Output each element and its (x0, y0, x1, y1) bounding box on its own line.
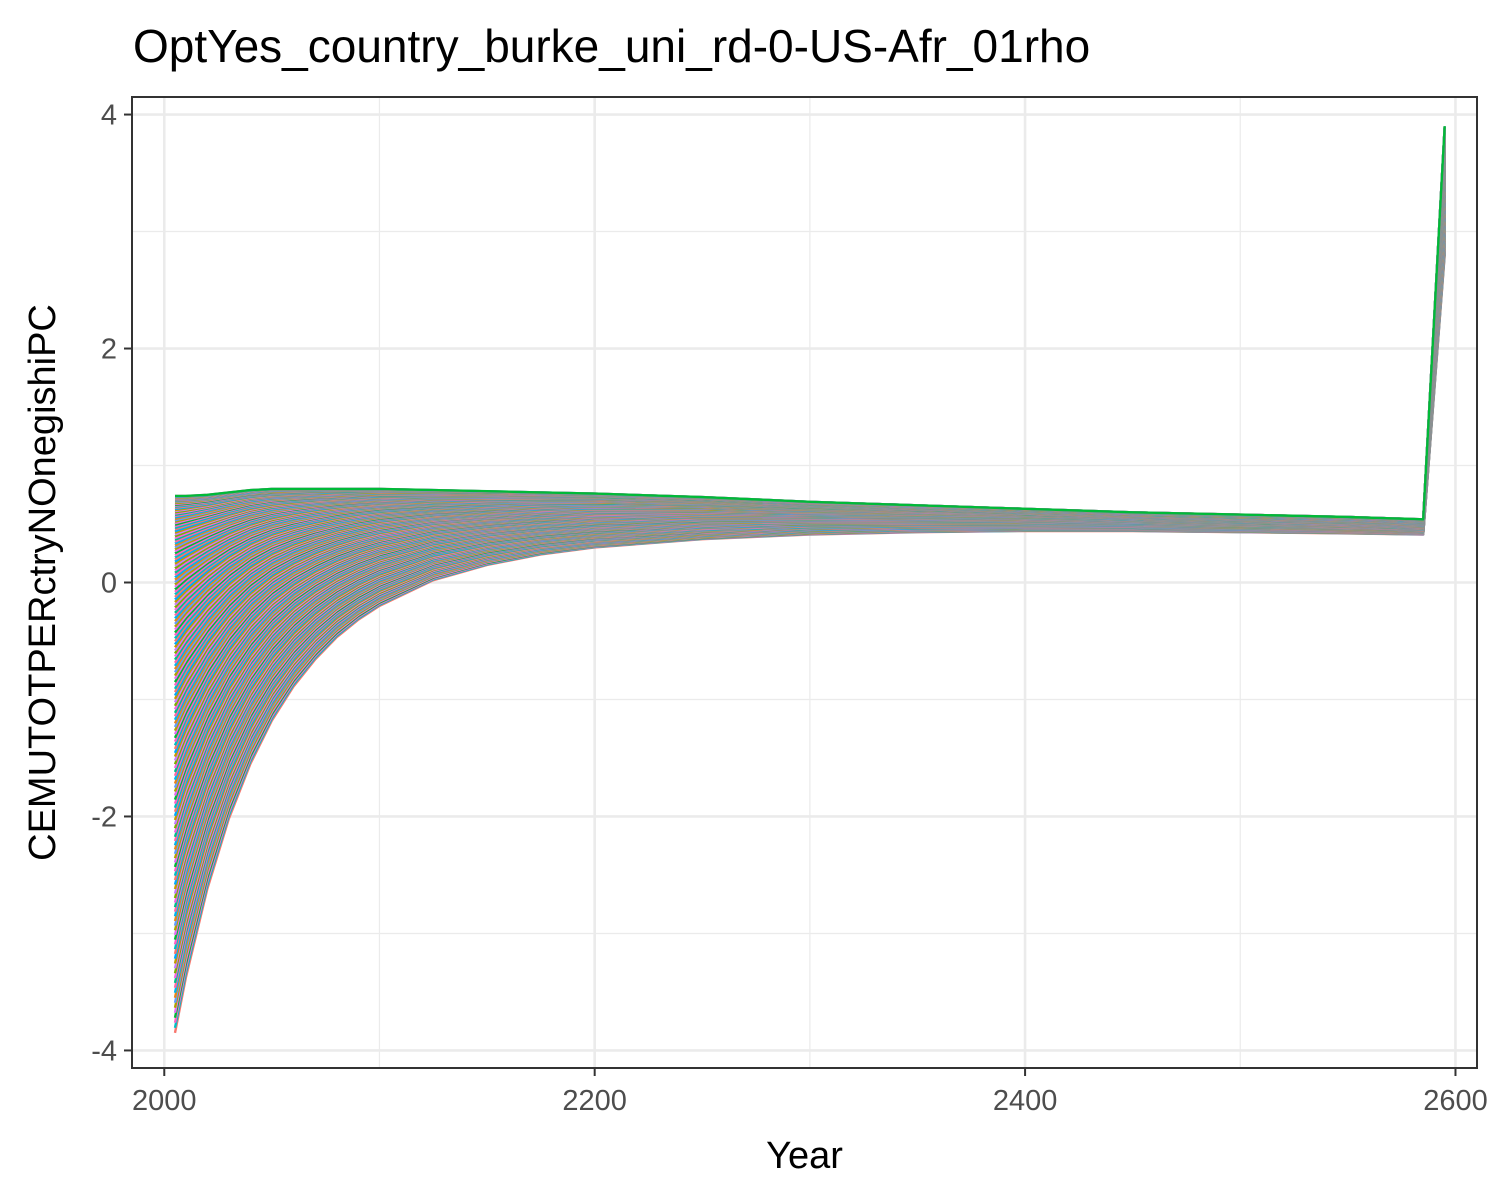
chart-title: OptYes_country_burke_uni_rd-0-US-Afr_01r… (133, 20, 1090, 72)
series-lines (173, 126, 1446, 1034)
y-tick-label-1: -2 (91, 801, 117, 833)
x-tick-label-1: 2200 (562, 1085, 627, 1117)
x-tick-label-0: 2000 (132, 1085, 197, 1117)
series-line-179 (175, 126, 1446, 521)
y-axis-title: CEMUTOTPERctryNOnegishiPC (22, 304, 64, 861)
y-tick-label-4: 4 (101, 100, 117, 132)
y-tick-label-0: -4 (91, 1035, 117, 1067)
x-axis-title: Year (766, 1135, 843, 1177)
x-tick-label-2: 2400 (993, 1085, 1058, 1117)
y-axis: -4 -2 0 2 4 (91, 100, 132, 1067)
x-axis: 2000 2200 2400 2600 (132, 1068, 1488, 1117)
y-tick-label-3: 2 (101, 334, 117, 366)
x-tick-label-3: 2600 (1423, 1085, 1488, 1117)
y-tick-label-2: 0 (101, 568, 117, 600)
